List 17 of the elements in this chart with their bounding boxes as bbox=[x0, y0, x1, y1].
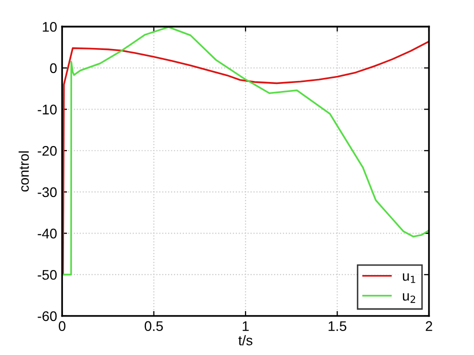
x-tick-label: 1.5 bbox=[328, 321, 346, 332]
x-tick-label: 0 bbox=[58, 321, 66, 332]
y-tick-label: -20 bbox=[38, 146, 57, 156]
y-tick-label: -10 bbox=[38, 104, 57, 114]
y-tick-label: -60 bbox=[38, 311, 57, 322]
x-axis-title: t/s bbox=[238, 335, 252, 346]
y-tick-label: 0 bbox=[50, 63, 57, 74]
y-tick-label: -30 bbox=[38, 187, 57, 198]
x-tick-label: 2 bbox=[426, 321, 432, 331]
y-axis-title: control bbox=[18, 151, 29, 192]
legend-label: u$_{1}$ bbox=[402, 273, 416, 283]
legend-label: u$_{2}$ bbox=[402, 293, 416, 303]
x-tick-label: 1 bbox=[242, 321, 249, 331]
y-tick-label: -40 bbox=[38, 228, 57, 238]
y-tick-label: -50 bbox=[38, 270, 57, 280]
x-tick-label: 0.5 bbox=[144, 321, 163, 332]
y-tick-label: 10 bbox=[42, 22, 57, 32]
